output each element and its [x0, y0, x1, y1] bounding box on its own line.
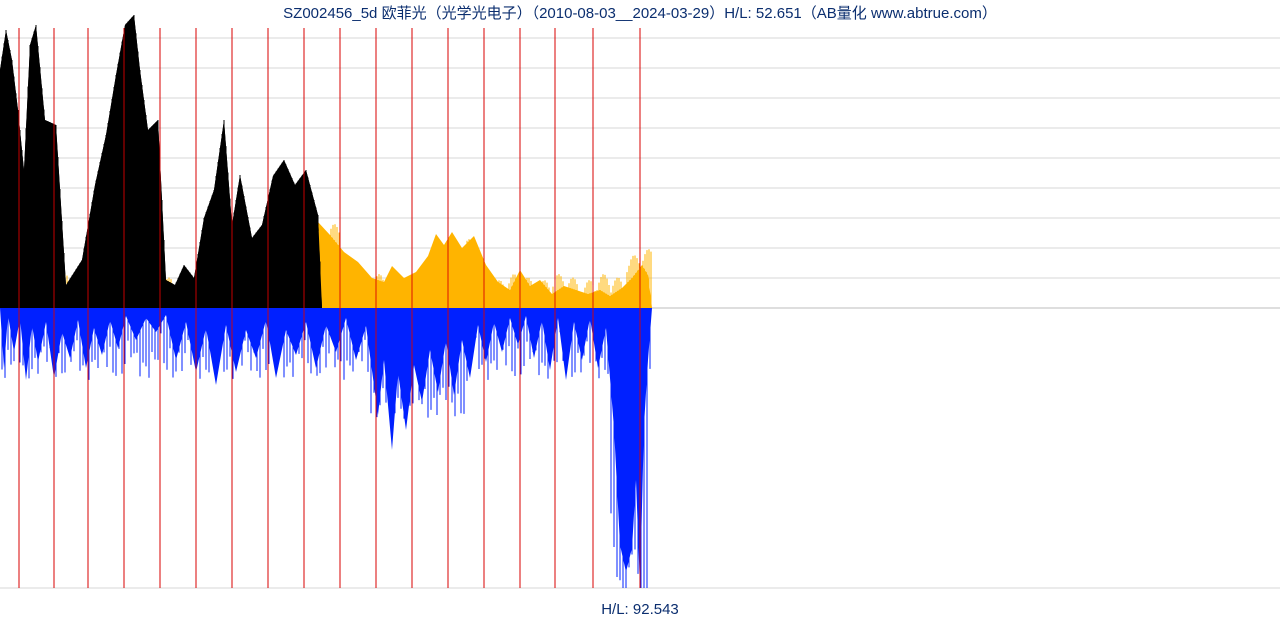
stock-chart: SZ002456_5d 欧菲光（光学光电子）（2010-08-03__2024-…	[0, 0, 1280, 620]
chart-canvas	[0, 0, 1280, 620]
chart-bottom-label: H/L: 92.543	[0, 601, 1280, 618]
